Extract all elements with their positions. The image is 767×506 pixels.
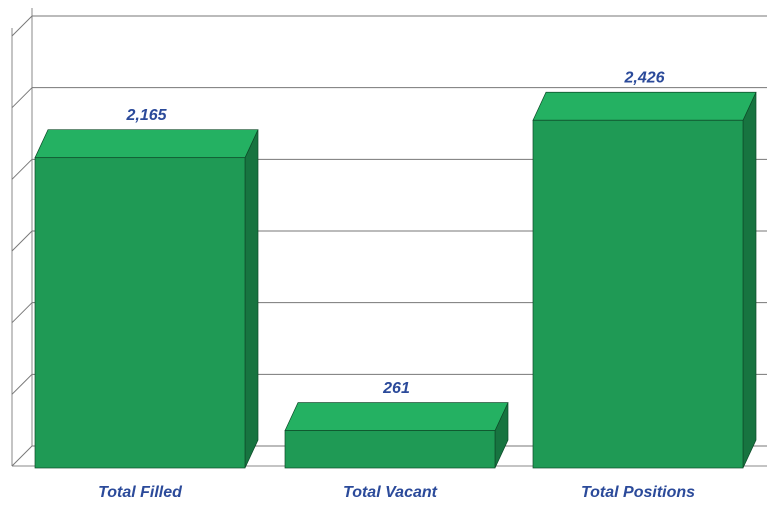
side-grid-line <box>11 158 33 180</box>
x-tick-label: Total Vacant <box>343 484 438 501</box>
value-label: 2,426 <box>623 69 664 86</box>
bar <box>284 430 496 469</box>
side-grid-line <box>11 302 33 324</box>
bar <box>532 119 744 469</box>
value-label: 2,165 <box>125 107 167 124</box>
x-tick-label: Total Filled <box>98 484 183 501</box>
side-grid-line <box>11 445 33 467</box>
side-grid-line <box>11 373 33 395</box>
side-grid-line <box>11 230 33 252</box>
side-grid-line <box>11 15 33 37</box>
bar-top <box>34 129 259 159</box>
bar-side <box>742 92 757 469</box>
x-tick-label: Total Positions <box>581 484 695 501</box>
value-label: 261 <box>382 380 410 397</box>
bar-top <box>532 91 757 121</box>
bar-top <box>284 402 509 431</box>
bar <box>34 157 246 469</box>
side-grid-line <box>11 87 33 109</box>
bar-side <box>244 129 259 469</box>
